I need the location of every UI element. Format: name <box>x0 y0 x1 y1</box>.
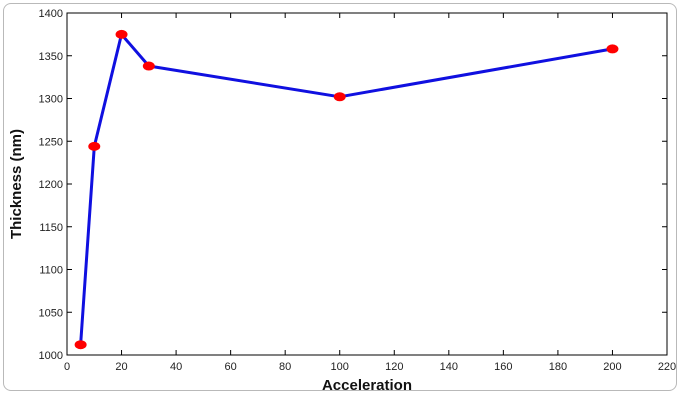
y-axis-title: Thickness (nm) <box>8 129 25 239</box>
y-tick-label: 1400 <box>39 8 63 20</box>
y-tick-label: 1100 <box>39 265 63 277</box>
series-layer <box>74 29 619 350</box>
x-tick-label: 20 <box>115 361 127 373</box>
y-tick-label: 1150 <box>39 222 63 234</box>
x-tick-label: 220 <box>658 361 676 373</box>
x-tick-label: 120 <box>385 361 403 373</box>
x-tick-label: 40 <box>170 361 182 373</box>
x-tick-label: 200 <box>603 361 621 373</box>
series-line <box>79 32 613 345</box>
y-tick-label: 1300 <box>39 94 63 106</box>
data-point <box>115 29 128 39</box>
y-tick-label: 1250 <box>39 136 63 148</box>
data-point <box>88 141 101 151</box>
y-axis-ticks: 1000 1050 1100 1150 1200 1250 1300 1350 1400 <box>39 8 667 362</box>
x-tick-label: 60 <box>225 361 237 373</box>
y-tick-label: 1000 <box>39 350 63 362</box>
x-tick-label: 80 <box>279 361 291 373</box>
x-tick-label: 0 <box>64 361 70 373</box>
data-point <box>606 44 619 54</box>
x-axis-title: Acceleration <box>322 377 412 394</box>
x-tick-label: 100 <box>331 361 349 373</box>
y-tick-label: 1050 <box>39 307 63 319</box>
y-tick-label: 1350 <box>39 51 63 63</box>
x-tick-label: 160 <box>494 361 512 373</box>
data-point <box>333 92 346 102</box>
x-axis-ticks: 0 20 40 60 80 100 120 140 160 180 200 220 <box>64 13 676 373</box>
y-tick-label: 1200 <box>39 179 63 191</box>
plot-area <box>66 12 668 356</box>
chart-frame <box>3 3 677 391</box>
data-point <box>142 61 155 71</box>
x-tick-label: 140 <box>440 361 458 373</box>
x-tick-label: 180 <box>549 361 567 373</box>
data-point <box>74 340 87 350</box>
